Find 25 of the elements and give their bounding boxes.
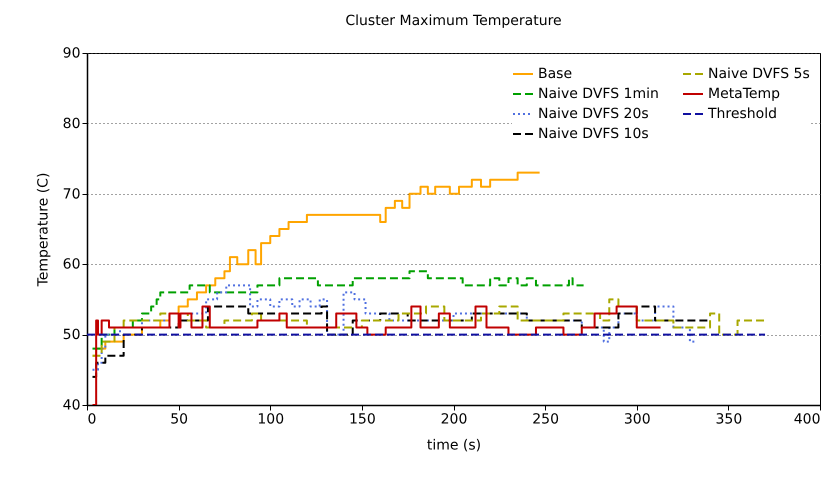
legend-label: Naive DVFS 1min xyxy=(538,86,659,102)
x-tick-label: 350 xyxy=(716,412,742,428)
chart-title: Cluster Maximum Temperature xyxy=(345,13,562,29)
x-tick-label: 150 xyxy=(349,412,376,428)
x-tick-label: 0 xyxy=(88,412,96,428)
legend-label: Threshold xyxy=(707,106,777,122)
x-tick-label: 200 xyxy=(440,412,468,428)
legend-label: Naive DVFS 10s xyxy=(538,126,649,142)
legend-label: Naive DVFS 5s xyxy=(708,66,810,82)
legend-label: Base xyxy=(538,66,572,82)
x-axis-title: time (s) xyxy=(426,438,482,454)
y-tick-label: 80 xyxy=(62,116,80,132)
y-tick-label: 60 xyxy=(62,256,80,273)
legend-label: Naive DVFS 20s xyxy=(538,106,649,122)
x-tick-label: 250 xyxy=(532,412,559,428)
y-tick-label: 40 xyxy=(62,398,80,414)
x-tick-label: 300 xyxy=(624,412,651,428)
y-tick-label: 90 xyxy=(62,46,80,62)
x-tick-label: 50 xyxy=(170,412,188,428)
y-tick-label: 50 xyxy=(62,327,80,344)
y-axis-title: Temperature (C) xyxy=(36,172,52,288)
x-tick-label: 100 xyxy=(257,412,284,428)
y-tick-label: 70 xyxy=(62,186,80,202)
legend-label: MetaTemp xyxy=(708,86,780,102)
x-tick-label: 400 xyxy=(794,412,820,428)
